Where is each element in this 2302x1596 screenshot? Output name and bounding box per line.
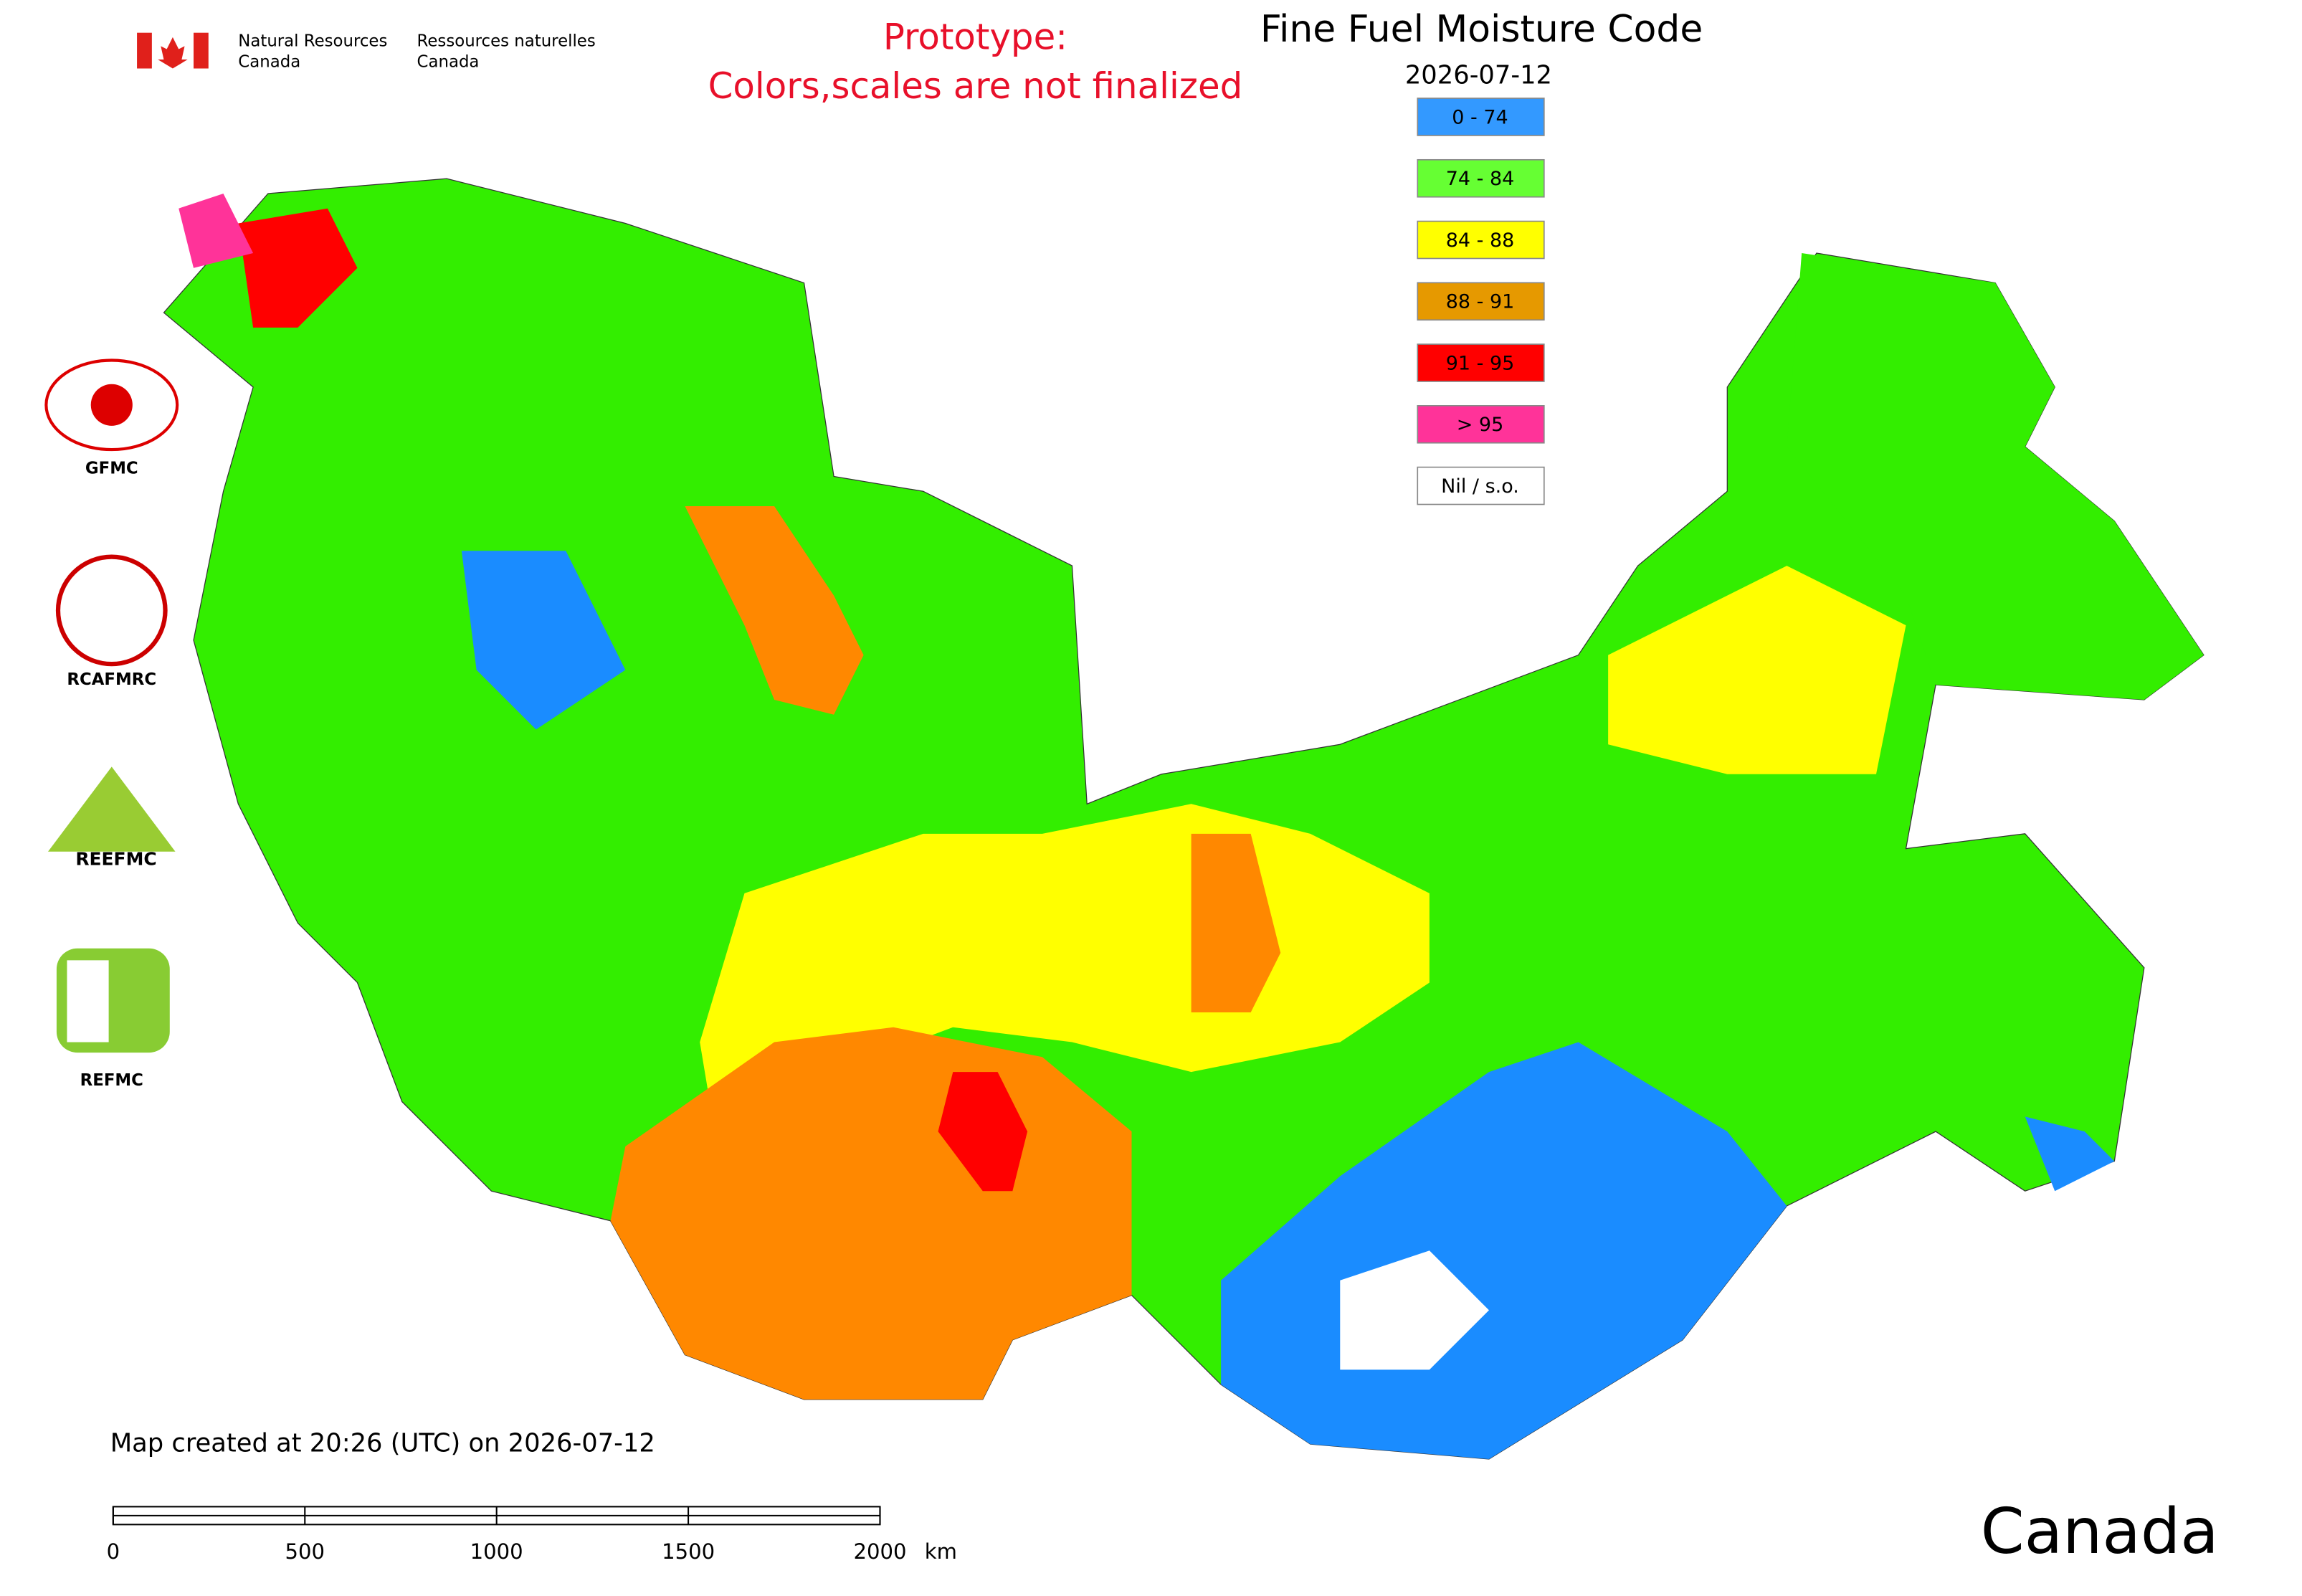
legend-swatch [1417, 405, 1545, 444]
scale-label: 500 [285, 1539, 325, 1564]
logo-label: RCAFMRC [67, 670, 156, 689]
legend-swatch [1417, 282, 1545, 321]
legend-label: 88 - 91 [1446, 291, 1515, 313]
agency-fr: Ressources naturelles [417, 32, 596, 50]
canada-flag [137, 32, 209, 69]
logo-label: REEFMC [75, 848, 156, 869]
scale-label: 1000 [470, 1539, 523, 1564]
scale-bar: 0 500 1000 1500 2000 km [107, 1506, 957, 1564]
logo-gfmc [44, 358, 179, 452]
legend-label: 74 - 84 [1446, 168, 1515, 190]
legend: 0 - 74 74 - 84 84 - 88 88 - 91 91 - 95 > 95 Ni… [1417, 98, 1545, 505]
logo-rcafmrc [55, 554, 168, 667]
logo-refmc [56, 948, 170, 1053]
agency-en: Canada [238, 52, 300, 71]
date: 2026-07-12 [1405, 60, 1552, 90]
logo-label: GFMC [85, 459, 138, 478]
legend-label: 84 - 88 [1446, 229, 1515, 252]
legend-label: > 95 [1457, 414, 1504, 436]
notice: Prototype: [883, 16, 1067, 58]
legend-swatch [1417, 158, 1545, 198]
logo-label: REFMC [80, 1071, 143, 1090]
legend-label: Nil / s.o. [1441, 475, 1519, 498]
footer: Map created at 20:26 (UTC) on 2026-07-12 [110, 1429, 655, 1458]
agency-fr: Canada [417, 52, 480, 71]
legend-swatch [1417, 98, 1545, 136]
legend-label: 0 - 74 [1452, 106, 1508, 128]
scale-unit: km [925, 1539, 957, 1564]
map [163, 178, 2205, 1460]
scale-label: 1500 [662, 1539, 715, 1564]
notice: Colors,scales are not finalized [708, 65, 1243, 107]
scale-label: 2000 [854, 1539, 907, 1564]
legend-label: 91 - 95 [1446, 352, 1515, 374]
legend-swatch [1417, 466, 1545, 505]
title: Fine Fuel Moisture Code [1260, 8, 1703, 51]
wordmark: Canada [1981, 1495, 2219, 1568]
legend-swatch [1417, 220, 1545, 260]
logo-reefmc [42, 766, 191, 870]
agency-en: Natural Resources [238, 32, 387, 50]
legend-swatch [1417, 343, 1545, 382]
scale-label: 0 [107, 1539, 120, 1564]
